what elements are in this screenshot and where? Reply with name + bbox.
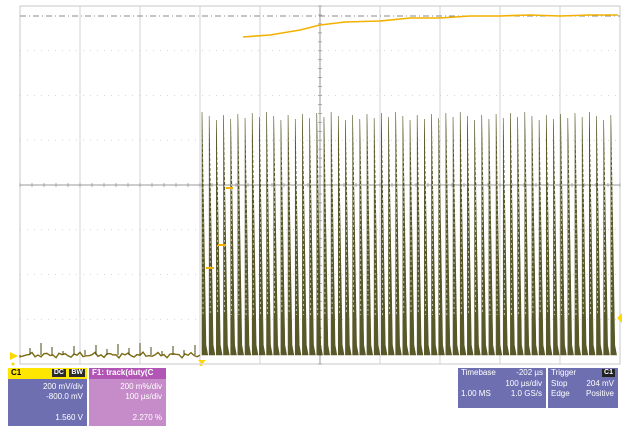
c1-pulse <box>495 113 503 356</box>
bandwidth-badge: BW <box>69 369 85 377</box>
channel-c1-label: C1 <box>11 368 22 377</box>
c1-pulse <box>223 114 230 356</box>
timebase-scale: 100 µs/div <box>505 379 542 388</box>
c1-pulse <box>373 117 381 356</box>
c1-pulse <box>294 118 302 356</box>
c1-pulse <box>388 116 395 356</box>
c1-pulse <box>366 113 374 356</box>
c1-pulse <box>596 115 603 356</box>
c1-pulse <box>395 111 402 356</box>
trigger-type: Edge <box>551 389 570 398</box>
c1-pulse <box>424 118 431 356</box>
trigger-label: Trigger <box>551 368 577 377</box>
math-f1-label: F1: track(duty(C <box>92 368 154 377</box>
c1-pulse <box>438 117 445 356</box>
timebase-samples: 1.00 MS <box>461 389 491 398</box>
c1-pulse <box>524 111 531 356</box>
trigger-dot <box>199 364 203 366</box>
c1-pulse <box>467 115 474 356</box>
c1-pulse <box>603 119 610 356</box>
c1-pulse <box>237 113 244 356</box>
c1-pulse <box>560 113 567 356</box>
c1-pulse <box>488 118 495 356</box>
c1-pulse <box>230 118 237 356</box>
c1-pulse <box>567 117 574 356</box>
c1-pulse <box>316 112 323 356</box>
c1-pulse <box>201 111 209 356</box>
oscilloscope-display[interactable] <box>0 0 626 366</box>
c1-offset: -800.0 mV <box>46 392 83 401</box>
f1-vertical-scale: 200 m%/div <box>120 382 162 391</box>
c1-baseline-trace <box>19 351 201 359</box>
c1-measurement: 1.560 V <box>55 413 83 422</box>
c1-pulse <box>517 116 524 356</box>
c1-pulse <box>216 119 223 356</box>
c1-pulse <box>553 118 560 356</box>
c1-pulse <box>589 111 596 356</box>
trigger-source-badge: C1 <box>602 369 615 377</box>
c1-pulse <box>337 115 345 356</box>
c1-pulse <box>510 112 517 356</box>
coupling-dc-badge: DC <box>51 369 66 377</box>
math-f1-descriptor[interactable]: F1: track(duty(C 200 m%/div 100 µs/div 2… <box>89 368 166 426</box>
trigger-position-marker <box>198 360 206 364</box>
c1-pulse <box>266 111 273 356</box>
c1-pulse <box>545 114 553 356</box>
c1-pulse <box>244 117 252 356</box>
c1-pulse <box>402 115 409 356</box>
c1-pulse <box>302 113 309 356</box>
c1-pulse <box>474 119 481 356</box>
c1-pulse <box>531 115 539 356</box>
trigger-slope: Positive <box>585 389 614 398</box>
c1-pulse <box>251 112 259 356</box>
c1-pulse <box>381 112 388 356</box>
trigger-level-marker <box>617 313 622 323</box>
f1-horizontal-scale: 100 µs/div <box>125 392 162 401</box>
c1-pulse <box>416 114 424 356</box>
c1-pulse <box>574 112 582 356</box>
timebase-descriptor[interactable]: Timebase -202 µs 100 µs/div 1.00 MS 1.0 … <box>458 368 546 408</box>
c1-vertical-scale: 200 mV/div <box>42 382 83 391</box>
c1-pulse <box>481 114 488 356</box>
c1-pulse <box>538 119 546 356</box>
timebase-delay: -202 µs <box>516 368 543 377</box>
c1-pulse <box>309 117 316 356</box>
trigger-level: 204 mV <box>586 379 614 388</box>
timebase-rate: 1.0 GS/s <box>510 389 542 398</box>
c1-ground-marker <box>10 352 18 360</box>
c1-pulse <box>280 119 287 356</box>
c1-pulse <box>259 116 266 356</box>
c1-pulse <box>323 116 331 356</box>
c1-pulse <box>287 114 295 356</box>
trigger-mode: Stop <box>551 379 568 388</box>
c1-pulse <box>409 119 417 356</box>
c1-offset-dot <box>11 362 15 366</box>
c1-pulse <box>330 111 338 356</box>
waveform-grid[interactable] <box>0 0 626 366</box>
c1-pulse <box>431 113 438 356</box>
c1-pulse <box>352 114 359 356</box>
c1-pulse <box>345 119 352 356</box>
c1-pulse <box>359 118 366 356</box>
c1-pulse <box>273 115 280 356</box>
c1-pulse <box>452 116 460 356</box>
c1-pulse <box>502 117 510 356</box>
timebase-label: Timebase <box>461 368 496 377</box>
trigger-descriptor[interactable]: Trigger C1 Stop 204 mV Edge Positive <box>548 368 618 408</box>
c1-pulse <box>610 114 617 356</box>
c1-pulse <box>581 116 589 356</box>
c1-pulse <box>445 112 452 356</box>
c1-pulse <box>208 115 216 356</box>
channel-c1-descriptor[interactable]: C1 DC BW 200 mV/div -800.0 mV 1.560 V <box>8 368 87 426</box>
c1-pulse <box>459 111 467 356</box>
f1-track-trace <box>242 14 618 38</box>
f1-measurement: 2.270 % <box>132 413 162 422</box>
